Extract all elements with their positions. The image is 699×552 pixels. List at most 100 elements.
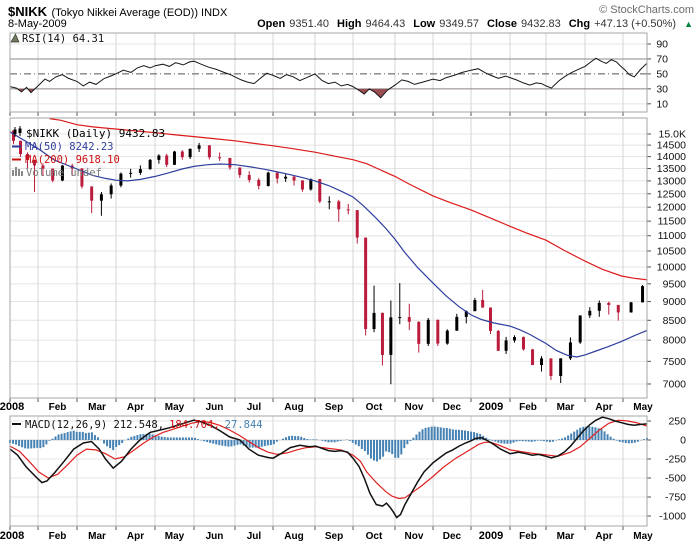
month-label: Apr: [595, 402, 612, 413]
month-label: Oct: [366, 402, 383, 413]
month-label: Apr: [595, 531, 612, 542]
candle-body: [292, 176, 296, 181]
rsi-tick-label: 50: [656, 68, 668, 80]
macd-value: MACD(12,26,9) 212.548,: [25, 419, 164, 431]
candle-body: [318, 179, 322, 202]
low-label: Low: [413, 18, 436, 30]
price-tick-label: 14500: [657, 140, 686, 152]
candle-body: [207, 145, 211, 158]
price-tick-label: 11500: [658, 216, 687, 228]
candle-body: [99, 194, 103, 201]
month-label: 2009: [479, 530, 503, 542]
close-label: Close: [487, 18, 517, 30]
macd-label: MACD(12,26,9) 212.548, 184.704, 27.844: [25, 419, 263, 431]
candle-body: [247, 175, 251, 180]
rsi-line: [9, 57, 648, 99]
price-tick-label: 15.0K: [659, 129, 686, 141]
candle-body: [148, 159, 152, 170]
candle-body: [513, 337, 517, 341]
panel-border: [9, 117, 648, 399]
candle-body: [197, 145, 201, 149]
volume-bars-icon: [12, 167, 23, 176]
month-label: Oct: [366, 531, 383, 542]
candle-body: [275, 172, 279, 179]
legend-ma50-label: MA(50) 8242.23: [25, 141, 114, 153]
price-tick-label: 13500: [657, 163, 686, 175]
candle-body: [337, 201, 341, 210]
rsi-tick-label: 70: [656, 53, 668, 65]
candle-body: [238, 167, 242, 176]
candle-body: [355, 210, 359, 238]
rsi-area-icon: [10, 33, 20, 43]
price-tick-label: 10500: [657, 245, 686, 257]
candle-body: [407, 317, 411, 322]
macd-signal-line: [9, 419, 648, 500]
macd-hist-value: 27.844: [225, 419, 263, 431]
candle-body: [504, 340, 508, 351]
candle-body: [172, 151, 176, 165]
candle-body: [389, 317, 393, 355]
candle-body: [26, 154, 30, 160]
candle-body: [496, 330, 500, 351]
price-tick-label: 7500: [663, 356, 687, 368]
chg-label: Chg: [568, 18, 591, 30]
month-label: Dec: [443, 402, 462, 413]
candle-body: [531, 349, 535, 366]
copyright: © StockCharts.com: [599, 4, 694, 16]
candle-body: [228, 157, 232, 168]
candle-body: [300, 180, 304, 190]
macd-tick-label: -750: [665, 492, 686, 504]
month-label: May: [165, 402, 185, 413]
price-tick-label: 8000: [663, 335, 687, 347]
candle-body: [129, 172, 133, 174]
candle-body: [540, 358, 544, 366]
ma200-line: [49, 118, 648, 281]
macd-tick-label: 0: [680, 435, 686, 447]
macd-tick-label: -1000: [659, 511, 686, 523]
candle-body: [346, 209, 350, 211]
month-label: Nov: [405, 531, 424, 542]
panel-border: [9, 415, 648, 527]
candle-body: [568, 342, 572, 359]
candle-body: [60, 165, 64, 181]
candle-body: [309, 179, 313, 190]
macd-tick-label: -250: [665, 454, 686, 466]
candle-body: [398, 317, 402, 319]
candle-body: [549, 358, 553, 376]
open-label: Open: [257, 18, 286, 30]
macd-tick-label: 250: [668, 416, 686, 428]
month-label: 2008: [0, 530, 24, 542]
candle-body: [641, 286, 645, 303]
legend-ma200-label: MA(200) 9618.10: [25, 154, 120, 166]
candle-body: [629, 302, 633, 313]
candle-body: [597, 302, 601, 311]
candle-body: [364, 237, 368, 330]
month-label: May: [165, 531, 185, 542]
price-tick-label: 7000: [663, 378, 687, 390]
candle-body: [372, 312, 376, 330]
month-label: Sep: [325, 402, 343, 413]
candle-body: [455, 316, 459, 331]
price-tick-label: 12000: [657, 202, 686, 214]
candle-body: [12, 130, 16, 141]
candle-body: [481, 299, 485, 308]
candle-body: [588, 310, 592, 316]
quote-values: Open 9351.40 High 9464.43 Low 9349.57 Cl…: [257, 18, 693, 30]
low-value: 9349.57: [439, 18, 479, 30]
month-label: Feb: [49, 531, 67, 542]
candle-body: [90, 186, 94, 201]
month-label: Aug: [284, 402, 303, 413]
month-label: Jun: [206, 402, 224, 413]
price-tick-label: 10000: [657, 261, 686, 273]
month-label: Feb: [519, 402, 537, 413]
header-row-quote: 8-May-2009 Open 9351.40 High 9464.43 Low…: [8, 18, 693, 30]
rsi-tick-label: 90: [656, 38, 668, 50]
candle-body: [488, 307, 492, 331]
candle-body: [119, 173, 123, 186]
candle-body: [80, 168, 84, 187]
price-tick-label: 14000: [657, 151, 686, 163]
month-label: Aug: [284, 531, 303, 542]
month-label: Dec: [443, 531, 462, 542]
